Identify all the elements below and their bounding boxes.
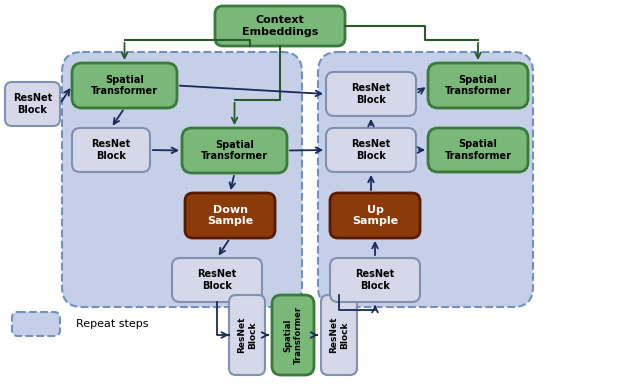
Text: ResNet
Block: ResNet Block [237,317,257,353]
FancyBboxPatch shape [321,295,357,375]
Text: Up
Sample: Up Sample [352,205,398,226]
FancyBboxPatch shape [5,82,60,126]
FancyBboxPatch shape [326,128,416,172]
Text: Spatial
Transformer: Spatial Transformer [445,75,511,96]
Text: ResNet
Block: ResNet Block [13,93,52,115]
Text: Spatial
Transformer: Spatial Transformer [445,139,511,161]
FancyBboxPatch shape [428,63,528,108]
FancyBboxPatch shape [326,72,416,116]
Text: Context
Embeddings: Context Embeddings [242,15,318,37]
Text: Spatial
Transformer: Spatial Transformer [91,75,158,96]
Text: ResNet
Block: ResNet Block [351,139,390,161]
FancyBboxPatch shape [12,312,60,336]
Text: ResNet
Block: ResNet Block [355,269,395,291]
Text: Repeat steps: Repeat steps [76,319,148,329]
Text: ResNet
Block: ResNet Block [351,83,390,105]
FancyBboxPatch shape [72,63,177,108]
FancyBboxPatch shape [318,52,533,307]
Text: Down
Sample: Down Sample [207,205,253,226]
Text: Spatial
Transformer: Spatial Transformer [284,306,303,364]
Text: ResNet
Block: ResNet Block [92,139,131,161]
FancyBboxPatch shape [182,128,287,173]
FancyBboxPatch shape [272,295,314,375]
Text: ResNet
Block: ResNet Block [330,317,349,353]
FancyBboxPatch shape [330,258,420,302]
FancyBboxPatch shape [330,193,420,238]
FancyBboxPatch shape [72,128,150,172]
FancyBboxPatch shape [215,6,345,46]
FancyBboxPatch shape [229,295,265,375]
Text: ResNet
Block: ResNet Block [197,269,237,291]
FancyBboxPatch shape [172,258,262,302]
FancyBboxPatch shape [185,193,275,238]
FancyBboxPatch shape [428,128,528,172]
FancyBboxPatch shape [62,52,302,307]
Text: Spatial
Transformer: Spatial Transformer [201,140,268,161]
